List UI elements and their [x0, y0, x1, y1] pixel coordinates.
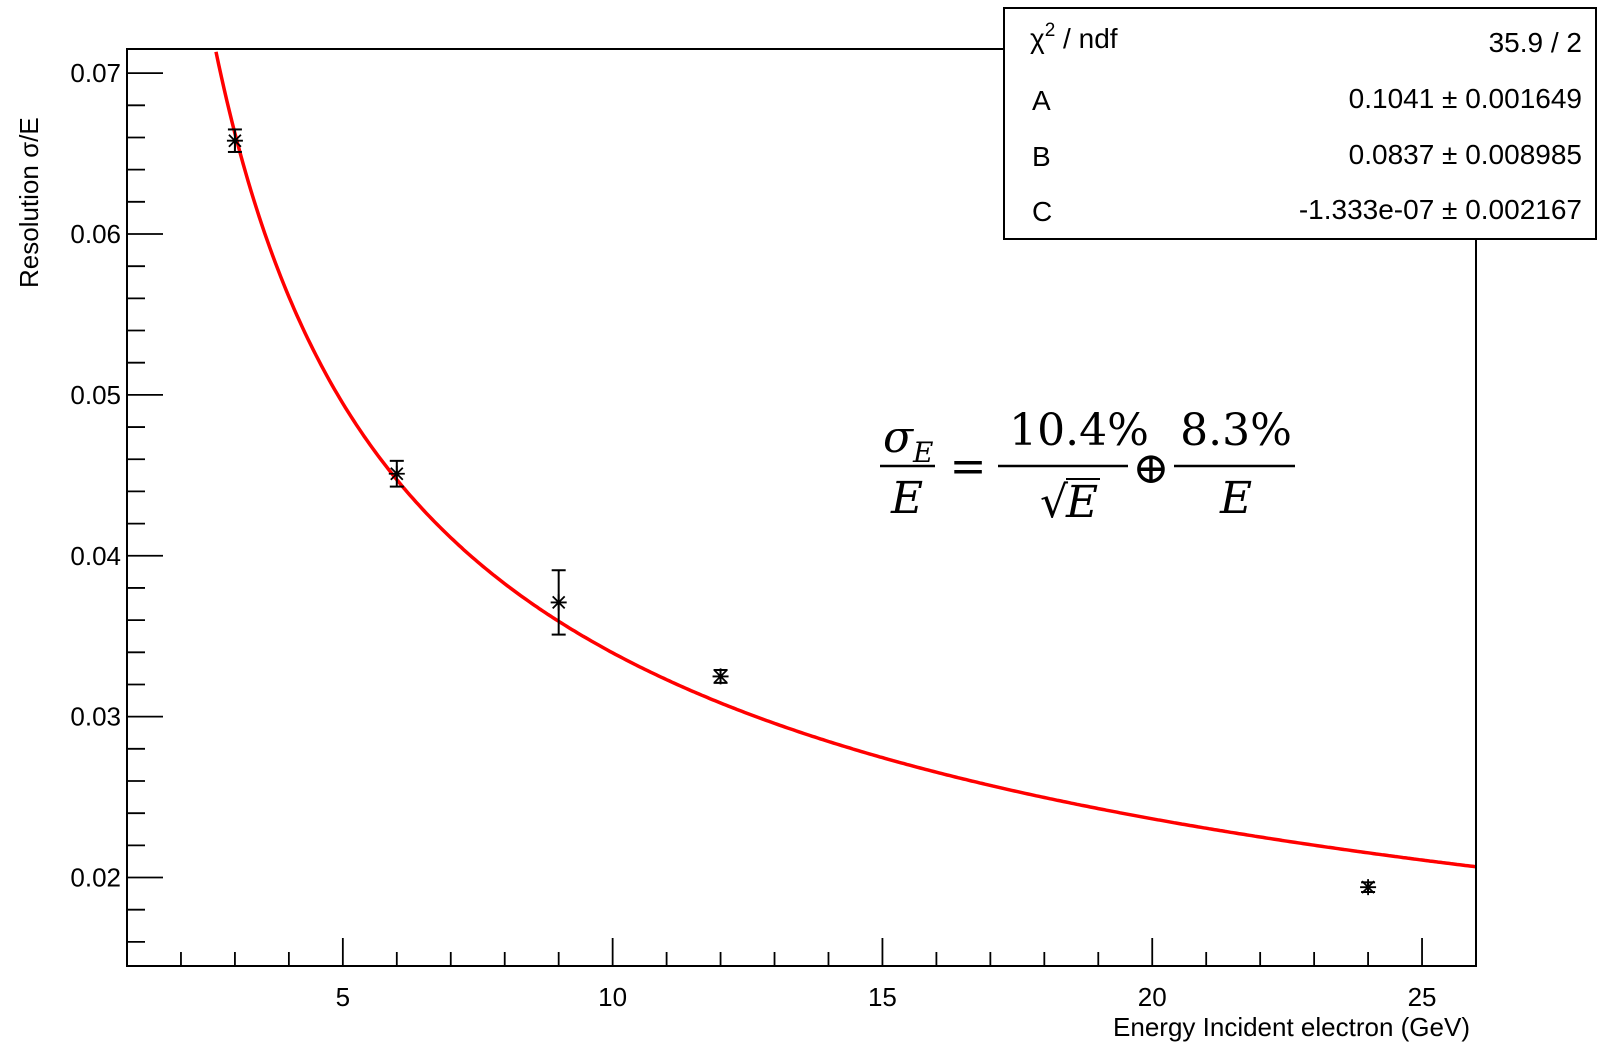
formula-term2-num: 8.3%	[1180, 405, 1292, 456]
star-marker	[1360, 879, 1377, 896]
data-point	[550, 569, 567, 636]
star-marker	[226, 132, 243, 149]
stats-label-c: C	[1032, 196, 1052, 227]
formula-term1-den: E	[1065, 477, 1098, 528]
data-point	[388, 459, 405, 488]
formula-lhs-den: E	[890, 473, 923, 524]
x-axis-title: Energy Incident electron (GeV)	[1113, 1012, 1470, 1042]
stats-value-chi2: 35.9 / 2	[1489, 27, 1582, 58]
y-tick-label: 0.07	[70, 58, 121, 88]
x-tick-label: 15	[868, 982, 897, 1012]
y-tick-label: 0.05	[70, 380, 121, 410]
axes-layer: 5 10 15 20 25 0.02 0.03 0.04 0.05 0.06 0.07	[70, 58, 1477, 1012]
x-tick-label: 25	[1408, 982, 1437, 1012]
formula-term1-num: 10.4%	[1009, 405, 1149, 456]
data-point	[712, 668, 729, 685]
y-axis-title: Resolution σ/E	[14, 117, 44, 288]
stats-value-b: 0.0837 ± 0.008985	[1349, 139, 1582, 170]
stats-value-a: 0.1041 ± 0.001649	[1349, 83, 1582, 114]
data-point	[226, 128, 243, 153]
stats-label-a: A	[1032, 85, 1051, 116]
x-tick-label: 10	[598, 982, 627, 1012]
formula-lhs-num: σE	[883, 412, 934, 469]
x-tick-label: 20	[1138, 982, 1167, 1012]
star-marker	[712, 668, 729, 685]
star-marker	[388, 465, 405, 482]
y-tick-label: 0.02	[70, 863, 121, 893]
fit-curve	[214, 51, 1477, 869]
data-point	[1360, 879, 1377, 896]
stats-box-frame	[1003, 7, 1597, 240]
plot-frame	[126, 48, 1477, 967]
star-marker	[550, 594, 567, 611]
stats-label-chi2: χ2 / ndf	[1030, 20, 1118, 54]
x-tick-label: 5	[336, 982, 350, 1012]
y-tick-label: 0.06	[70, 219, 121, 249]
stats-box: χ2 / ndf 35.9 / 2 A 0.1041 ± 0.001649 B …	[1003, 7, 1597, 240]
formula-equals: =	[950, 441, 987, 492]
resolution-formula: σE E = 10.4% √ E ⊕ 8.3% E	[880, 405, 1295, 528]
y-tick-label: 0.04	[70, 541, 121, 571]
formula-term2-den: E	[1219, 473, 1252, 524]
points-layer	[226, 128, 1377, 896]
y-tick-label: 0.03	[70, 702, 121, 732]
stats-label-b: B	[1032, 141, 1051, 172]
formula-oplus: ⊕	[1133, 443, 1170, 494]
formula-sqrt-symbol: √	[1040, 477, 1069, 528]
stats-value-c: -1.333e-07 ± 0.002167	[1299, 194, 1582, 225]
fit-layer	[214, 51, 1477, 869]
